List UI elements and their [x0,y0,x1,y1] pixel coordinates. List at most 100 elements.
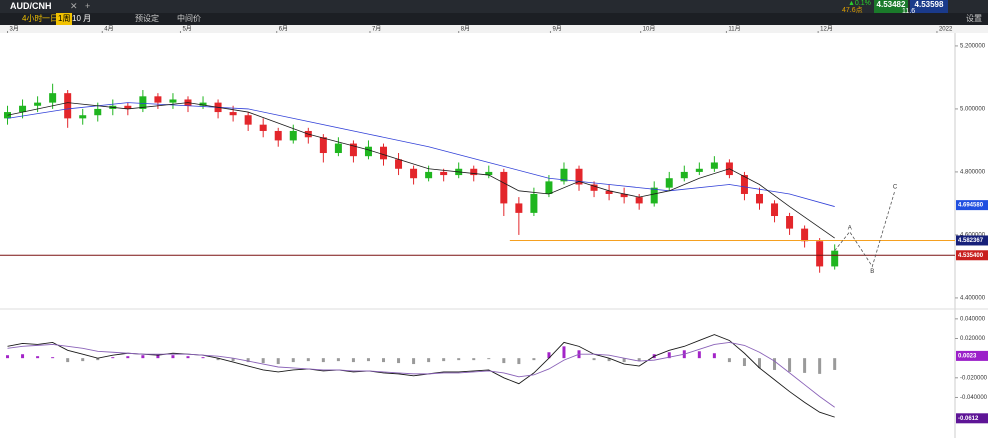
candle-body [440,171,448,176]
x-tick-label: 8月 [461,26,470,33]
candle-body [470,168,478,176]
price-tag [956,250,988,261]
candle-body [755,193,763,204]
candle-body [801,228,809,242]
timeframe[interactable]: 一日 [42,14,58,23]
histogram-bar [6,355,10,359]
change-points: 47.6点 [842,7,863,14]
projection-label: A [848,225,852,231]
histogram-bar [727,358,731,363]
histogram-bar [231,358,235,362]
projection-line [834,190,896,268]
settings[interactable]: 设置 [966,14,982,23]
histogram-bar [773,358,777,370]
candle-body [380,146,388,160]
histogram-bar [96,358,100,361]
candle-body [515,203,523,213]
candle-body [680,171,688,179]
price-tag [956,350,988,361]
macd-line [7,341,835,408]
candle-body [816,241,824,267]
histogram-bar [592,358,596,361]
histogram-bar [697,351,701,359]
histogram-bar [803,358,807,373]
candle-body [64,93,72,119]
candle-body [289,130,297,141]
histogram-bar [757,358,761,368]
x-tick-label: 2022 [939,27,953,33]
candle-body [500,171,508,204]
histogram-bar [487,358,491,360]
histogram-bar [502,358,506,364]
histogram-bar [216,358,220,361]
y-tick-label: 5.200000 [960,43,986,49]
histogram-bar [366,358,370,362]
candle-body [94,108,102,116]
histogram-bar [51,357,55,359]
y-tick-label: 4.400000 [960,295,986,301]
y-tick-label: 0.020000 [960,336,986,342]
symbol[interactable]: AUD/CNH [10,1,52,11]
candle-body [530,193,538,213]
candle-body [620,193,628,198]
histogram-bar [412,358,416,365]
candle-body [139,96,147,109]
x-tick-label: 6月 [279,26,288,33]
candle-body [34,102,42,106]
histogram-bar [562,346,566,359]
histogram-bar [276,358,280,365]
candle-body [635,197,643,204]
candle-body [199,102,207,106]
histogram-bar [126,356,130,359]
histogram-bar [186,356,190,359]
tab-close[interactable]: ✕ + [70,1,91,11]
candle-body [259,124,267,131]
candle-body [395,159,403,169]
histogram-bar [427,358,431,363]
histogram-bar [66,358,70,363]
x-tick-label: 7月 [372,26,381,33]
time-axis-bg [0,25,988,33]
candle-body [364,146,372,157]
candle-body [319,137,327,154]
histogram-bar [788,358,792,372]
x-tick-label: 9月 [552,26,561,33]
candle-body [740,175,748,194]
candle-body [786,216,794,229]
candle-body [169,99,177,103]
price-tag-label: 4.582367 [958,238,984,244]
price-tag-label: -0.0612 [958,416,979,422]
price-tag [956,200,988,211]
price-tag-label: 4.694580 [958,203,984,209]
period[interactable]: 10 月 [72,14,92,23]
histogram-bar [36,356,40,359]
candle-body [650,187,658,204]
y-tick-label: 5.000000 [960,106,986,112]
histogram-bar [321,358,325,363]
candle-body [79,115,87,119]
histogram-bar [547,352,551,359]
histogram-bar [833,358,837,370]
x-tick-label: 4月 [104,26,113,33]
tool-bar: 4小时 一日 1周 10 月 预设定 中间价 11.6 设置 [0,8,988,25]
histogram-bar [382,358,386,363]
candle-body [274,130,282,141]
candle-body [605,190,613,194]
histogram-bar [336,358,340,362]
histogram-bar [472,358,476,361]
histogram-bar [141,355,145,359]
candle-body [349,143,357,157]
moving-average [7,102,835,207]
histogram-bar [261,358,265,364]
timeframe[interactable]: 1周 [56,13,73,25]
tool[interactable]: 中间价 [177,14,201,23]
tool[interactable]: 预设定 [135,14,159,23]
x-tick-label: 5月 [182,26,191,33]
y-tick-label: -0.040000 [960,395,988,401]
price-tag-label: 4.535400 [958,253,984,259]
macd-line [7,334,835,418]
histogram-bar [201,357,205,359]
x-tick-label: 11月 [728,26,740,33]
timeframe[interactable]: 4小时 [22,14,43,23]
candle-body [124,105,132,109]
